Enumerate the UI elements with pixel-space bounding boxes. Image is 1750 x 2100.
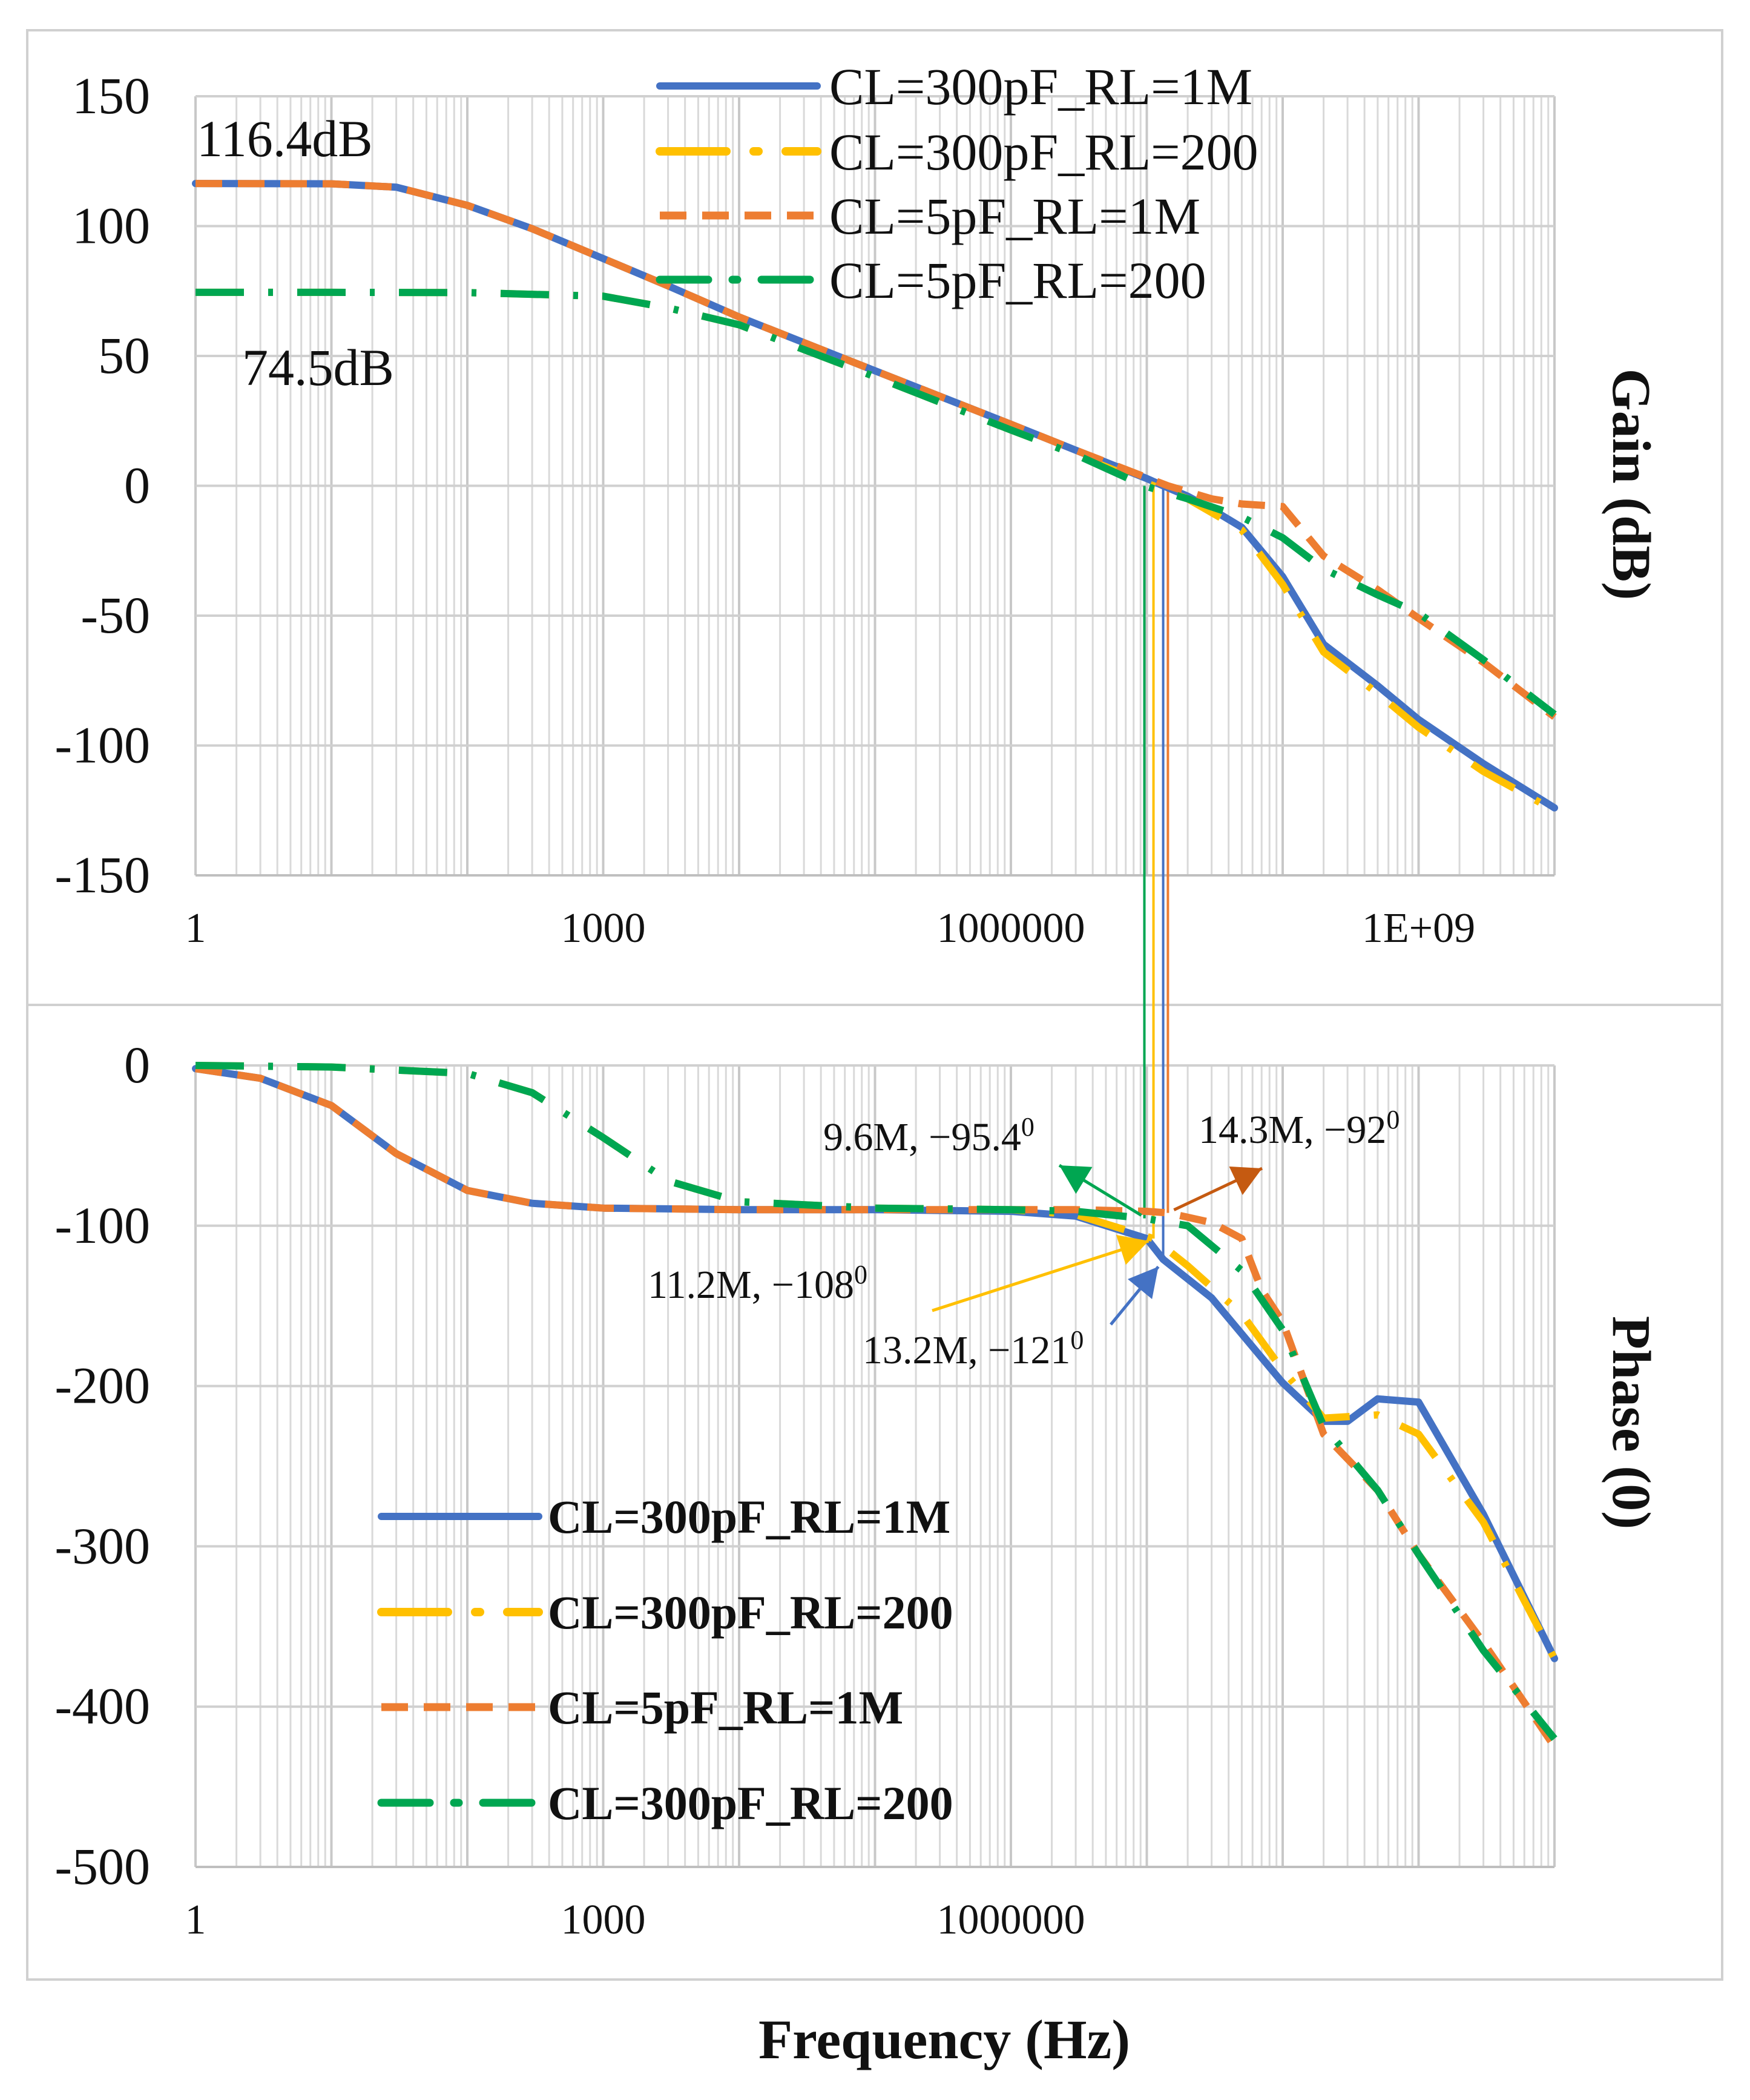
gain-series-2 — [195, 180, 1557, 720]
phase-annotation-blue-sup: 0 — [1070, 1325, 1084, 1355]
phase-y-tick-label: -100 — [54, 1196, 150, 1254]
gain-series-3 — [196, 288, 1557, 717]
phase-legend-label-1: CL=300pF_RL=200 — [548, 1586, 953, 1639]
gain-y-tick-label: -100 — [54, 716, 150, 774]
gain-annotation-low: 74.5dB — [242, 338, 394, 397]
phase-x-tick-label: 1000 — [561, 1897, 646, 1943]
phase-tick-labels: 0 -100 -200 -300 -400 -500 1 1000 1000000 — [54, 1036, 1085, 1943]
gain-x-tick-label: 1 — [185, 905, 206, 952]
phase-annotation-green-text: 9.6M, −95.4 — [823, 1115, 1021, 1159]
annotation-arrow-head-2 — [1116, 1234, 1149, 1265]
gain-tick-labels: 150 100 50 0 -50 -100 -150 1 1000 1000000 1E+09 — [54, 67, 1475, 952]
phase-annotation-yellow: 11.2M, −1080 — [648, 1260, 867, 1307]
phase-annotation-orange: 14.3M, −920 — [1199, 1105, 1400, 1152]
phase-annotation-yellow-sup: 0 — [854, 1260, 867, 1289]
gain-x-tick-label: 1000000 — [937, 905, 1085, 952]
phase-y-tick-label: -500 — [54, 1837, 150, 1895]
gain-y-tick-label: 100 — [72, 197, 150, 255]
phase-y-tick-label: -200 — [54, 1357, 150, 1415]
annotation-arrow-head-0 — [1059, 1165, 1093, 1194]
gain-x-tick-label: 1000 — [561, 905, 646, 952]
phase-series-3 — [195, 1062, 1558, 1741]
gain-y-tick-label: 50 — [98, 326, 150, 384]
phase-legend: CL=300pF_RL=1M CL=300pF_RL=200 CL=5pF_RL… — [377, 1490, 953, 1829]
phase-chart-frame — [26, 1004, 1723, 1981]
frequency-axis-title: Frequency (Hz) — [758, 2009, 1130, 2070]
phase-x-tick-label: 1 — [185, 1897, 206, 1943]
annotation-arrows — [932, 1164, 1263, 1326]
phase-y-tick-label: -300 — [54, 1516, 150, 1575]
phase-series-2 — [195, 1065, 1558, 1749]
phase-annotation-blue: 13.2M, −1210 — [863, 1325, 1084, 1372]
phase-y-tick-label: 0 — [124, 1036, 150, 1094]
phase-annotation-orange-text: 14.3M, −92 — [1199, 1108, 1386, 1152]
gain-y-tick-label: -150 — [54, 846, 150, 904]
gain-axis-title: Gain (dB) — [1601, 369, 1661, 601]
annotation-arrow-head-3 — [1128, 1266, 1159, 1299]
phase-axis-title-text: Phase (0) — [1601, 1316, 1661, 1529]
phase-annotation-green: 9.6M, −95.40 — [823, 1112, 1035, 1159]
phase-axis-title: Phase (0) — [1601, 1316, 1661, 1529]
phase-series-0 — [192, 1065, 1558, 1662]
phase-annotation-blue-text: 13.2M, −121 — [863, 1328, 1070, 1372]
gain-legend-label-0: CL=300pF_RL=1M — [829, 58, 1252, 116]
gain-legend: CL=300pF_RL=1M CL=300pF_RL=200 CL=5pF_RL… — [656, 58, 1258, 309]
annotation-arrow-head-1 — [1229, 1166, 1262, 1195]
gain-y-tick-label: 0 — [124, 456, 150, 515]
gain-series-group — [192, 180, 1558, 814]
phase-x-tick-label: 1000000 — [937, 1897, 1085, 1943]
gain-legend-label-2: CL=5pF_RL=1M — [829, 187, 1200, 245]
gain-y-tick-label: 150 — [72, 67, 150, 125]
gain-legend-label-3: CL=5pF_RL=200 — [829, 251, 1206, 309]
phase-annotation-yellow-text: 11.2M, −108 — [648, 1263, 854, 1307]
phase-series-group — [192, 1062, 1558, 1749]
annotation-arrow-line-2 — [932, 1239, 1150, 1312]
gain-x-tick-label: 1E+09 — [1362, 905, 1475, 952]
phase-annotation-orange-sup: 0 — [1386, 1105, 1400, 1134]
phase-grid — [194, 1064, 1556, 1868]
gain-legend-label-1: CL=300pF_RL=200 — [829, 123, 1258, 181]
phase-y-tick-label: -400 — [54, 1677, 150, 1735]
phase-legend-label-2: CL=5pF_RL=1M — [548, 1681, 903, 1734]
gain-y-tick-label: -50 — [81, 586, 150, 644]
phase-annotation-green-sup: 0 — [1021, 1112, 1035, 1142]
gain-annotation-high: 116.4dB — [197, 110, 373, 168]
crossover-markers — [1143, 486, 1169, 1260]
phase-legend-label-3: CL=300pF_RL=200 — [548, 1777, 953, 1829]
phase-legend-label-0: CL=300pF_RL=1M — [548, 1490, 950, 1543]
